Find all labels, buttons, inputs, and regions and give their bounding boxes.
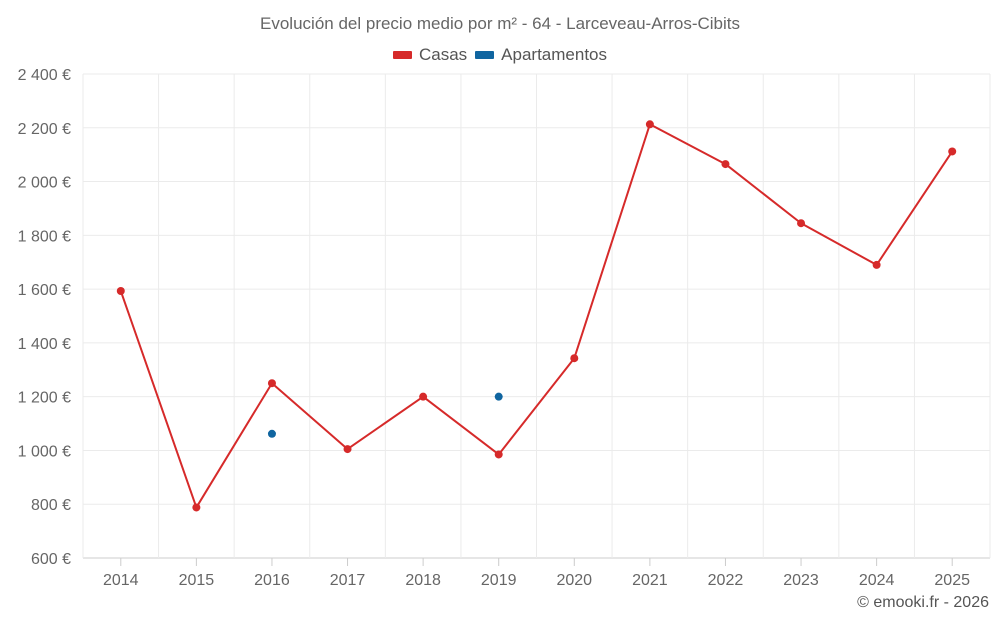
x-tick-label: 2024 <box>859 572 895 589</box>
legend-label-apartamentos: Apartamentos <box>501 45 608 64</box>
data-point-casas[interactable] <box>797 219 806 228</box>
legend-swatch-apartamentos <box>475 51 495 59</box>
y-tick-label: 2 400 € <box>18 67 71 84</box>
y-tick-label: 1 400 € <box>18 336 71 353</box>
data-point-casas[interactable] <box>267 379 276 388</box>
data-point-casas[interactable] <box>872 260 881 269</box>
grid-layer <box>82 73 991 559</box>
data-point-casas[interactable] <box>116 286 125 295</box>
chart-title: Evolución del precio medio por m² - 64 -… <box>260 14 740 33</box>
data-point-casas[interactable] <box>343 445 352 454</box>
y-tick-label: 800 € <box>31 497 71 514</box>
x-tick-label: 2019 <box>481 572 517 589</box>
data-point-casas[interactable] <box>570 354 579 363</box>
x-tick-label: 2018 <box>405 572 441 589</box>
x-tick-label: 2025 <box>934 572 970 589</box>
series-line-casas <box>119 123 954 509</box>
legend-swatch-casas <box>392 51 412 59</box>
data-point-apartamentos[interactable] <box>267 429 276 438</box>
axis-layer: 600 € 800 € 1 000 € 1 200 € 1 400 € 1 600 € 1 … <box>18 67 970 589</box>
x-tick-label: 2014 <box>103 572 139 589</box>
data-point-casas[interactable] <box>948 147 957 156</box>
x-tick-label: 2023 <box>783 572 819 589</box>
y-tick-label: 1 800 € <box>18 228 71 245</box>
y-tick-label: 2 000 € <box>18 175 71 192</box>
y-tick-label: 600 € <box>31 551 71 568</box>
x-tick-label: 2020 <box>556 572 592 589</box>
data-point-casas[interactable] <box>645 120 654 129</box>
series-layer <box>116 120 957 512</box>
x-tick-label: 2021 <box>632 572 668 589</box>
data-point-apartamentos[interactable] <box>494 392 503 401</box>
y-tick-label: 1 600 € <box>18 282 71 299</box>
data-point-casas[interactable] <box>721 160 730 169</box>
credit-text: © emooki.fr - 2026 <box>857 594 989 611</box>
x-tick-label: 2022 <box>708 572 744 589</box>
legend-item-casas[interactable]: Casas <box>392 45 468 65</box>
data-point-casas[interactable] <box>192 503 201 512</box>
y-tick-label: 1 200 € <box>18 390 71 407</box>
legend-label-casas: Casas <box>418 45 468 64</box>
data-point-casas[interactable] <box>494 450 503 459</box>
y-tick-label: 1 000 € <box>18 443 71 460</box>
x-tick-label: 2015 <box>179 572 215 589</box>
chart-legend: Casas Apartamentos <box>0 45 1000 65</box>
y-tick-label: 2 200 € <box>18 121 71 138</box>
x-tick-label: 2017 <box>330 572 366 589</box>
data-point-casas[interactable] <box>419 392 428 401</box>
legend-item-apartamentos[interactable]: Apartamentos <box>475 45 607 65</box>
x-tick-label: 2016 <box>254 572 290 589</box>
